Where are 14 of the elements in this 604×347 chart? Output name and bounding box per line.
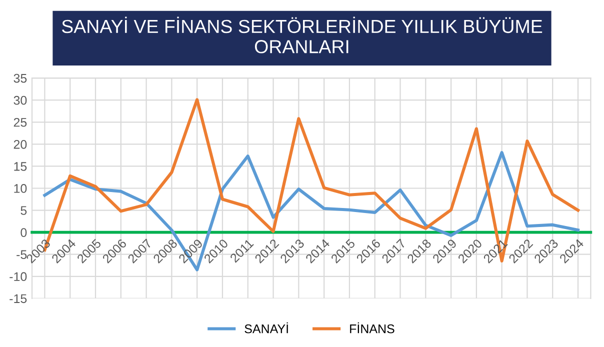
y-tick-label: 35: [14, 74, 27, 83]
y-tick-label: 10: [14, 184, 27, 193]
legend-label: SANAYİ: [244, 322, 288, 334]
y-tick-label: 5: [20, 206, 27, 215]
y-tick-label: 25: [14, 118, 27, 127]
y-tick-label: 15: [14, 162, 27, 171]
y-tick-label: -10: [10, 272, 27, 282]
legend-label: FİNANS: [350, 322, 394, 334]
y-tick-label: -5: [16, 250, 27, 260]
y-tick-label: -15: [10, 294, 27, 304]
chart-title: SANAYİ VE FİNANS SEKTÖRLERİNDE YILLIK BÜYÜME ORANLARI: [62, 16, 542, 54]
y-tick-label: 20: [14, 140, 27, 149]
y-tick-label: 0: [20, 228, 27, 237]
y-tick-label: 30: [14, 96, 27, 105]
